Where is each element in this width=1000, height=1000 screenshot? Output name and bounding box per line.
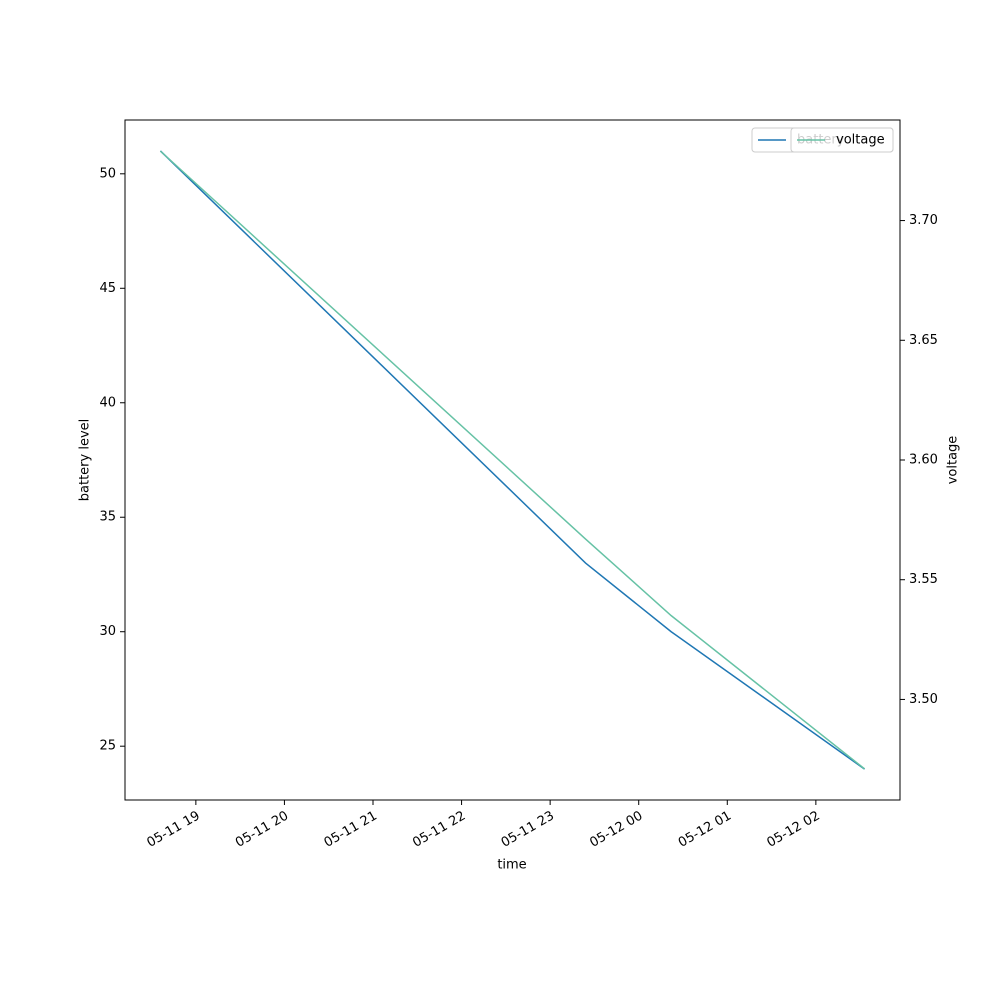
series-line — [159, 150, 866, 770]
y-tick-label: 25 — [99, 739, 116, 754]
y-tick-label: 35 — [99, 510, 116, 525]
series-line — [159, 150, 866, 770]
y2-tick-label: 3.50 — [909, 692, 938, 707]
y-tick-label: 30 — [99, 624, 116, 639]
y-tick-label: 50 — [99, 166, 116, 181]
y2-tick-label: 3.65 — [909, 333, 938, 348]
legend-box — [790, 127, 894, 153]
y2-tick-label: 3.70 — [909, 213, 938, 228]
x-axis-label: time — [497, 858, 526, 873]
y2-axis-label: voltage — [946, 436, 961, 485]
y2-tick-label: 3.55 — [909, 572, 938, 587]
legend-label: voltage — [836, 133, 885, 148]
plot-frame — [124, 119, 901, 801]
y2-tick-label: 3.60 — [909, 453, 938, 468]
y-tick-label: 40 — [99, 395, 116, 410]
y-tick-label: 45 — [99, 281, 116, 296]
y-axis-label: battery level — [78, 419, 93, 502]
